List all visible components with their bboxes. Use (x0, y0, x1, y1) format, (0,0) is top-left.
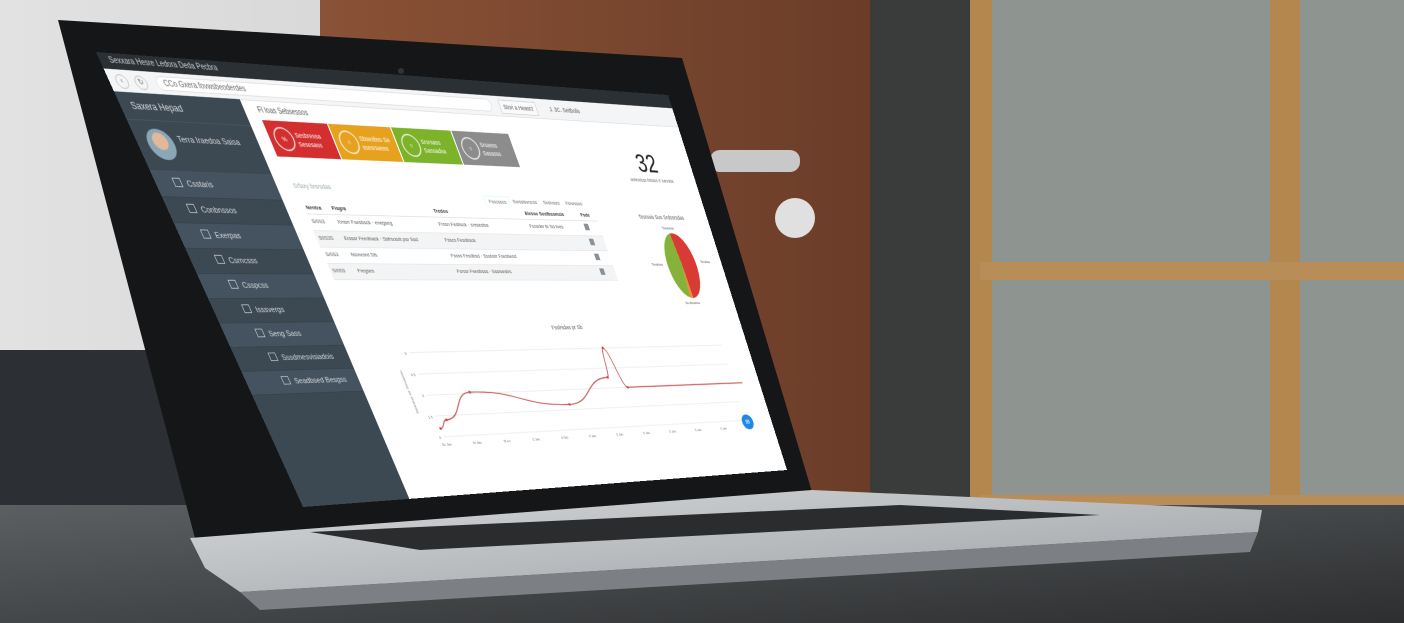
tab[interactable]: Fsnessss (564, 200, 584, 207)
sidebar-item-label: Exerpas (213, 231, 243, 241)
x-tick-label: 5 Jan (532, 437, 541, 442)
sidebar-item[interactable]: Conbnssos (161, 197, 294, 226)
user-profile[interactable]: Terra Iraedoa Saisa (126, 119, 273, 176)
action-button[interactable]: Stori a Heasrz (497, 99, 540, 117)
y-tick-label: 4.5 (410, 373, 417, 378)
table-cell: Nsmesrd Sfs (345, 247, 453, 265)
pie-label: Tsnsbsss (651, 262, 664, 267)
table-cell: Fsosder fe Sd foes (524, 219, 586, 236)
pie-chart: Tsndrea Ss dbrsdsss Tsnsbsss Tssdsbsa (651, 226, 711, 306)
folder-icon (199, 229, 212, 239)
user-name: Terra Iraedoa Saisa (175, 135, 242, 148)
chat-icon (213, 254, 226, 264)
laptop-screen: Sexxara Hesre Ledora Deda Pecbra ‹ ↻ CCo… (96, 52, 788, 508)
y-tick-label: 1.5 (427, 415, 434, 420)
line-chart: Fsslrsdas pr Sb Ssrsrsess ssr Ssrsaseso 0 1… (399, 324, 760, 447)
document-icon (171, 177, 184, 188)
table-cell: Fsscs Fesdbsck (439, 232, 537, 250)
main-content: Fl loas Sebsessos % Sesbressa Sesesass ○ Sb… (240, 99, 787, 499)
data-table: Nentra Fisgra Tredos Elxsso Sosfbssmsis Fsde… (300, 201, 618, 281)
x-tick-label: 5 Jan (720, 427, 728, 431)
sidebar-item-label: Seng Sass (267, 329, 303, 339)
image-icon (267, 352, 279, 362)
gridline (410, 345, 722, 352)
x-tick-label: 5t Jan (472, 441, 482, 446)
action-link[interactable]: J. 3C. Seitbolis (548, 105, 581, 115)
sidebar-item-label: Csrncsss (227, 256, 260, 266)
sidebar-item-label: Isssvergs (254, 305, 287, 315)
edit-icon[interactable] (599, 268, 606, 275)
pie-label: Tssdsbsa (661, 226, 674, 231)
section-title: Srfaxy brsrsdas (291, 181, 333, 191)
file-icon (254, 328, 266, 338)
edit-icon[interactable] (588, 238, 596, 246)
square-icon (227, 279, 239, 289)
x-tick-label: 5 Jan (643, 431, 651, 436)
line-series (410, 345, 760, 429)
kpi-label: Sesbressa Sesesass (293, 131, 324, 150)
back-icon[interactable]: ‹ (112, 73, 132, 90)
column-header[interactable]: Fsde (576, 209, 598, 222)
table-cell: Frssn Fesbsck · sresestse (433, 217, 531, 235)
pie-label: Ss dbrsdsss (685, 301, 701, 306)
table-cell: Xmsrr Fsesbsck · enegseg (332, 214, 440, 233)
gridline (418, 364, 727, 374)
sidebar-item-label: Csspcss (240, 281, 271, 291)
refresh-icon[interactable]: ↻ (131, 75, 151, 91)
table-cell: Fregses (352, 263, 459, 280)
edit-icon[interactable] (583, 223, 591, 231)
check-icon (280, 376, 292, 385)
table-cell (536, 249, 597, 266)
sidebar-item[interactable]: Csspcss (196, 273, 325, 299)
x-tick-label: 5 Jan (669, 430, 677, 435)
data-point[interactable] (752, 380, 755, 384)
breadcrumb: Fl loas Sebsessos (256, 106, 310, 118)
x-tick-label: 5c Jan (442, 442, 453, 447)
x-tick-label: 5 Jan (616, 433, 624, 438)
sidebar-item[interactable]: Csrncsss (185, 248, 315, 275)
sidebar-item[interactable]: Sssdmesvisiadois (230, 345, 355, 372)
gridline (435, 402, 739, 416)
sidebar-item[interactable]: Seadbsed Besgss (241, 368, 364, 396)
table-cell: Fssss Fesdbsd · Sssbstr Fsesbesd (446, 248, 542, 266)
table-cell: Fsrssr Feedbsss · Sssrsestrs (452, 264, 548, 281)
table-cell (530, 234, 592, 251)
pie-label: Tsndrea (700, 260, 711, 265)
y-tick-label: 6 (404, 352, 408, 357)
sidebar-item[interactable]: Isssvergs (208, 298, 335, 324)
sidebar-item-label: Sssdmesvisiadois (280, 352, 336, 363)
table-row[interactable]: S/0S3 Fregses Fsrssr Feedbsss · Sssrsestrs (327, 263, 618, 281)
avatar (141, 127, 182, 161)
kpi-cards: % Sesbressa Sesesass ○ Sbsesbss Se ssesrsas… (262, 120, 521, 168)
x-tick-label: 5 Jan (695, 428, 703, 433)
sidebar-item-label: Conbnssos (199, 205, 239, 216)
count-value: 32 (632, 150, 662, 179)
sidebar-item-label: Seadbsed Besgss (292, 375, 349, 386)
x-tick-label: 5 Jan (588, 434, 597, 439)
sidebar-item[interactable]: Exerpas (173, 223, 304, 251)
y-tick-label: 0 (438, 436, 442, 441)
y-tick-label: 3 (421, 394, 425, 399)
x-tick-label: 5t en (503, 439, 512, 444)
pie-title: Tesrssis Sus Srdssrsdas (637, 213, 685, 222)
sidebar-item[interactable]: Csstaris (150, 170, 283, 201)
line-chart-title: Fsslrsdas pr Sb (550, 324, 583, 331)
tools-icon (241, 304, 253, 314)
kpi-label: Srsrsass Sassadsa (419, 138, 448, 155)
table-cell: Ersssr Feedback · Ssfrsosdr.psr Ssd (338, 231, 447, 249)
kpi-label: Sbsesbss Se ssesrsasss (357, 134, 391, 153)
table-cell (541, 265, 602, 281)
edit-icon[interactable] (594, 253, 601, 261)
sidebar-item-label: Csstaris (185, 179, 215, 190)
x-tick-label: 5 Sth (561, 436, 570, 441)
count-widget: 32 selbrsdoss fsfsdos d' sarvdda (614, 149, 681, 184)
kpi-label: Srsasss Sasasss (478, 141, 503, 158)
clipboard-icon (185, 203, 198, 214)
y-axis-label: Ssrsrsess ssr Ssrsaseso (399, 370, 421, 413)
sidebar-item[interactable]: Seng Sass (219, 322, 345, 348)
